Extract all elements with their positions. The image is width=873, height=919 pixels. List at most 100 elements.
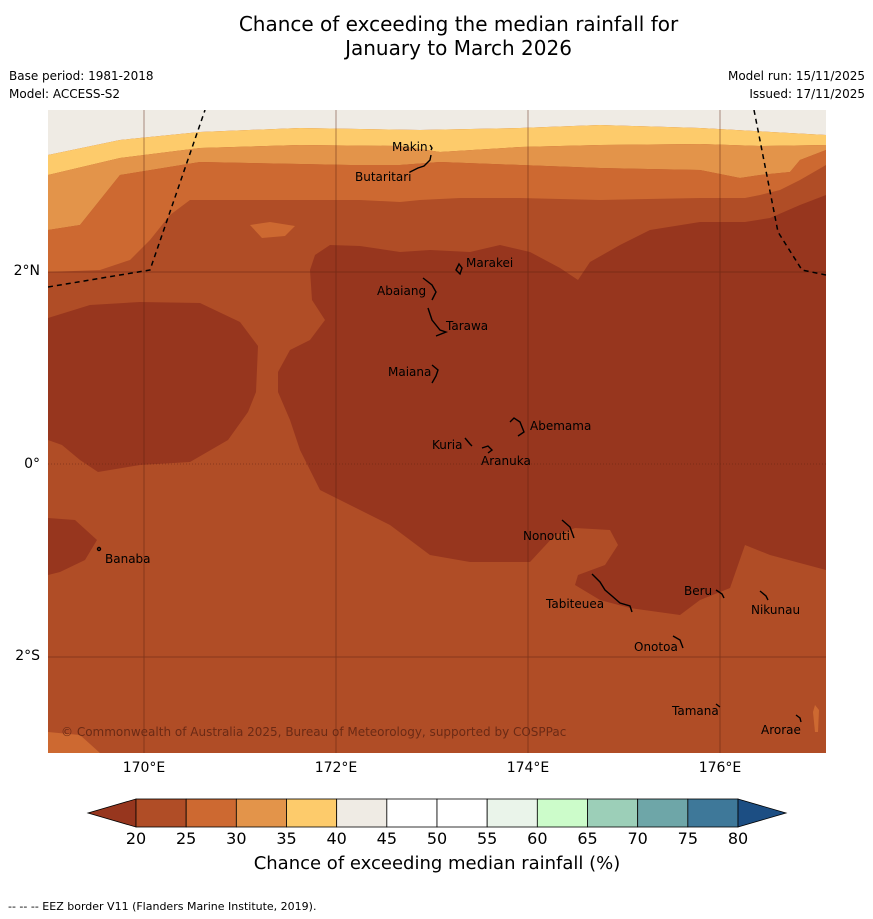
colorbar-tick-70: 70	[627, 829, 648, 848]
colorbar-tick-20: 20	[125, 829, 147, 848]
colorbar-cell-75-80	[687, 798, 739, 828]
region-35-40	[48, 125, 826, 175]
colorbar-cell-25-30	[185, 798, 237, 828]
colorbar-tick-35: 35	[276, 829, 297, 848]
place-label-butaritari: Butaritari	[355, 170, 412, 184]
island-banaba	[96, 546, 102, 552]
lon-label-174e: 174°E	[506, 760, 550, 776]
colorbar-cell-35-40	[286, 798, 338, 828]
colorbar-tick-80: 80	[727, 829, 749, 848]
region-below-20-banaba	[48, 518, 97, 575]
eez-border	[48, 110, 826, 288]
place-label-maiana: Maiana	[388, 365, 431, 379]
region-40-45	[48, 110, 826, 155]
island-tamana	[715, 703, 721, 708]
region-below-20-west	[48, 302, 258, 472]
colorbar-cell-65-70	[587, 798, 639, 828]
colorbar-tick-40: 40	[326, 829, 347, 848]
place-label-nikunau: Nikunau	[751, 603, 800, 617]
island-maiana	[431, 364, 439, 384]
island-arorae	[795, 714, 802, 723]
base-period: Base period: 1981-2018	[9, 69, 154, 83]
island-tarawa	[427, 307, 449, 337]
eez-border-east	[753, 110, 826, 276]
place-label-nonouti: Nonouti	[523, 529, 570, 543]
region-25-30-sw	[48, 732, 100, 753]
place-label-kuria: Kuria	[432, 438, 463, 452]
title-line-1: Chance of exceeding the median rainfall …	[238, 12, 679, 36]
colorbar-cell-40-45	[336, 798, 388, 828]
meta-right: Model run: 15/11/2025 Issued: 17/11/2025	[728, 67, 865, 103]
meta-left: Base period: 1981-2018 Model: ACCESS-S2	[9, 67, 154, 103]
region-25-30	[48, 150, 826, 272]
place-label-banaba: Banaba	[105, 552, 151, 566]
island-kuria	[464, 437, 473, 447]
colorbar-tick-50: 50	[426, 829, 448, 848]
lon-label-172e: 172°E	[314, 760, 358, 776]
colorbar-cell-50-55	[436, 798, 488, 828]
place-label-marakei: Marakei	[466, 256, 513, 270]
island-onotoa	[672, 635, 684, 649]
place-label-abaiang: Abaiang	[377, 284, 426, 298]
place-label-tarawa: Tarawa	[445, 319, 488, 333]
colorbar	[86, 798, 788, 828]
island-coastlines	[96, 144, 802, 723]
eez-border-west	[48, 110, 206, 288]
region-25-30-patch	[250, 222, 295, 238]
colorbar-tick-45: 45	[376, 829, 397, 848]
lat-label-2s: 2°S	[15, 648, 40, 664]
place-label-onotoa: Onotoa	[634, 640, 678, 654]
island-makin	[429, 144, 433, 151]
map-fill-regions: Makin Butaritari Marakei Abaiang Tarawa …	[48, 110, 826, 753]
place-label-tabiteuea: Tabiteuea	[545, 597, 604, 611]
island-abaiang	[422, 277, 437, 301]
region-30-35	[48, 144, 826, 230]
title-line-2: January to March 2026	[345, 36, 572, 60]
colorbar-cell-70-75	[637, 798, 689, 828]
island-abemama	[509, 417, 525, 437]
colorbar-cell-30-35	[235, 798, 287, 828]
island-marakei	[455, 262, 463, 276]
model-name: Model: ACCESS-S2	[9, 87, 121, 101]
colorbar-cell-55-60	[486, 798, 538, 828]
model-run: Model run: 15/11/2025	[727, 69, 865, 83]
map-title: Chance of exceeding the median rainfall …	[0, 12, 873, 60]
place-label-abemama: Abemama	[530, 419, 591, 433]
island-tabiteuea	[591, 573, 633, 613]
copyright-notice: © Commonwealth of Australia 2025, Bureau…	[61, 725, 566, 739]
colorbar-extend-low	[86, 798, 137, 828]
lat-label-equator: 0°	[24, 456, 40, 472]
place-label-aranuka: Aranuka	[481, 454, 531, 468]
colorbar-cell-20-25	[135, 798, 187, 828]
colorbar-tick-30: 30	[226, 829, 247, 848]
island-beru	[715, 589, 725, 599]
graticule	[48, 110, 826, 753]
issued-date: Issued: 17/11/2025	[749, 87, 865, 101]
region-25-30-arorae	[813, 705, 819, 732]
place-label-tamana: Tamana	[671, 704, 719, 718]
colorbar-tick-60: 60	[527, 829, 548, 848]
place-label-makin: Makin	[392, 140, 428, 154]
colorbar-tick-65: 65	[577, 829, 598, 848]
region-below-20-main	[278, 195, 826, 615]
colorbar-tick-25: 25	[175, 829, 197, 848]
island-butaritari	[409, 154, 432, 173]
place-label-beru: Beru	[684, 584, 712, 598]
colorbar-title: Chance of exceeding median rainfall (%)	[253, 853, 621, 874]
lon-label-176e: 176°E	[698, 760, 742, 776]
eez-footer-note: -- -- -- EEZ border V11 (Flanders Marine…	[8, 900, 317, 913]
colorbar-tick-55: 55	[476, 829, 498, 848]
island-nikunau	[759, 590, 769, 601]
place-labels: Makin Butaritari Marakei Abaiang Tarawa …	[105, 140, 801, 737]
colorbar-cell-60-65	[536, 798, 588, 828]
place-label-arorae: Arorae	[761, 723, 801, 737]
colorbar-tick-75: 75	[677, 829, 698, 848]
colorbar-extend-high	[737, 798, 788, 828]
colorbar-cell-45-50	[386, 798, 438, 828]
island-aranuka	[481, 445, 494, 454]
lon-label-170e: 170°E	[122, 760, 166, 776]
island-nonouti	[561, 519, 575, 539]
lat-label-2n: 2°N	[13, 263, 40, 279]
colorbar-cells	[86, 798, 788, 828]
